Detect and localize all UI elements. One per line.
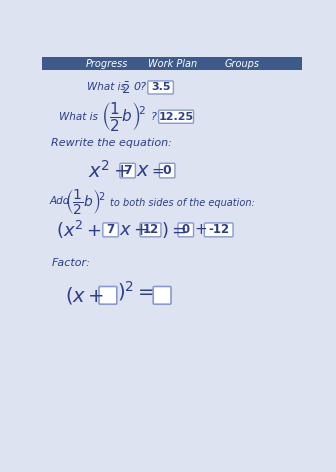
Text: What is: What is xyxy=(87,83,126,93)
FancyBboxPatch shape xyxy=(120,163,135,178)
Text: $)^2=$: $)^2=$ xyxy=(117,279,154,303)
Text: Rewrite the equation:: Rewrite the equation: xyxy=(51,138,172,148)
Text: Factor:: Factor: xyxy=(51,258,90,268)
Text: 12.25: 12.25 xyxy=(159,112,194,122)
Text: Groups: Groups xyxy=(224,59,259,68)
Text: Progress: Progress xyxy=(86,59,128,68)
Text: What is: What is xyxy=(59,112,98,122)
Text: $\left(\dfrac{1}{2}b\right)^{\!2}$: $\left(\dfrac{1}{2}b\right)^{\!2}$ xyxy=(100,100,146,133)
FancyBboxPatch shape xyxy=(178,223,194,237)
FancyBboxPatch shape xyxy=(99,287,117,304)
Text: to both sides of the equation:: to both sides of the equation: xyxy=(110,198,255,208)
Text: 0: 0 xyxy=(182,223,190,236)
Text: $x+$: $x+$ xyxy=(119,221,149,239)
Text: $(x^2+$: $(x^2+$ xyxy=(56,219,101,241)
FancyBboxPatch shape xyxy=(153,287,171,304)
FancyBboxPatch shape xyxy=(140,223,161,237)
FancyBboxPatch shape xyxy=(159,110,194,123)
Text: 3.5: 3.5 xyxy=(151,83,170,93)
Text: $+$: $+$ xyxy=(194,222,207,237)
Text: $x^2+$: $x^2+$ xyxy=(88,160,131,182)
Text: 12: 12 xyxy=(142,223,159,236)
FancyBboxPatch shape xyxy=(103,223,118,237)
Text: $=$: $=$ xyxy=(149,163,165,178)
Text: $\left(\dfrac{1}{2}b\right)^{\!2}$: $\left(\dfrac{1}{2}b\right)^{\!2}$ xyxy=(65,187,106,216)
Text: $x$: $x$ xyxy=(136,161,150,180)
FancyBboxPatch shape xyxy=(148,81,173,94)
FancyBboxPatch shape xyxy=(159,163,175,178)
Text: -12: -12 xyxy=(208,223,229,236)
Text: ?: ? xyxy=(151,112,156,122)
Text: 0: 0 xyxy=(163,164,172,177)
Text: 7: 7 xyxy=(107,223,115,236)
Text: $)=$: $)=$ xyxy=(161,220,187,240)
Text: Work Plan: Work Plan xyxy=(148,59,197,68)
Text: 0?: 0? xyxy=(133,83,146,93)
Text: $\bar{2}$: $\bar{2}$ xyxy=(121,81,130,97)
Text: $(x+$: $(x+$ xyxy=(65,285,104,306)
FancyBboxPatch shape xyxy=(42,57,302,70)
Text: Add: Add xyxy=(50,196,70,206)
FancyBboxPatch shape xyxy=(204,223,233,237)
Text: 7: 7 xyxy=(123,164,132,177)
